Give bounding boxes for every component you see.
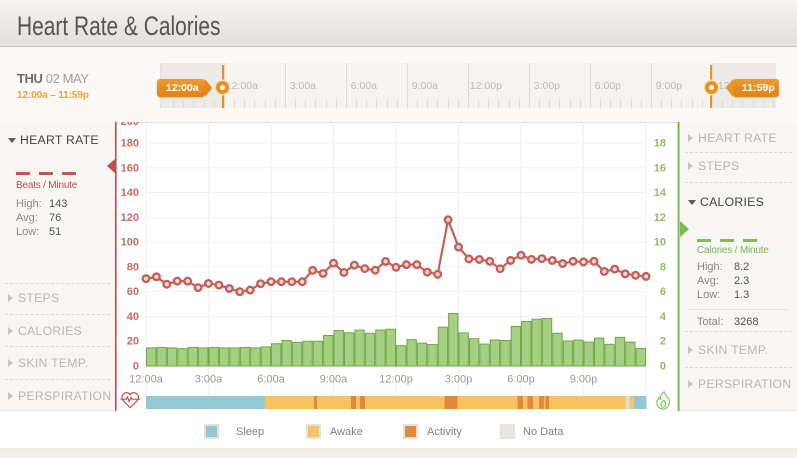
svg-text:180: 180 (121, 138, 139, 150)
svg-text:9:00p: 9:00p (570, 374, 598, 386)
svg-text:14: 14 (654, 187, 667, 199)
svg-text:200: 200 (121, 122, 139, 128)
svg-text:120: 120 (121, 212, 139, 224)
svg-text:16: 16 (654, 162, 666, 174)
svg-text:80: 80 (127, 261, 139, 273)
svg-text:100: 100 (121, 237, 139, 249)
svg-text:60: 60 (127, 286, 139, 298)
svg-text:18: 18 (654, 138, 666, 150)
svg-text:140: 140 (121, 187, 139, 199)
svg-text:6:00p: 6:00p (507, 374, 535, 386)
svg-text:4: 4 (660, 311, 667, 323)
svg-text:10: 10 (654, 237, 666, 249)
svg-text:3:00p: 3:00p (445, 374, 473, 386)
svg-text:0: 0 (133, 361, 139, 373)
svg-text:9:00a: 9:00a (320, 374, 348, 386)
svg-text:6:00a: 6:00a (257, 374, 285, 386)
svg-text:20: 20 (127, 336, 139, 348)
svg-text:40: 40 (127, 311, 139, 323)
svg-text:160: 160 (121, 162, 139, 174)
svg-text:8: 8 (660, 261, 666, 273)
svg-text:12:00p: 12:00p (379, 374, 413, 386)
svg-text:3:00a: 3:00a (195, 374, 223, 386)
svg-text:2: 2 (660, 336, 666, 348)
svg-text:12: 12 (654, 212, 666, 224)
svg-text:12:00a: 12:00a (129, 374, 164, 386)
svg-text:6: 6 (660, 286, 666, 298)
svg-text:0: 0 (660, 361, 666, 373)
